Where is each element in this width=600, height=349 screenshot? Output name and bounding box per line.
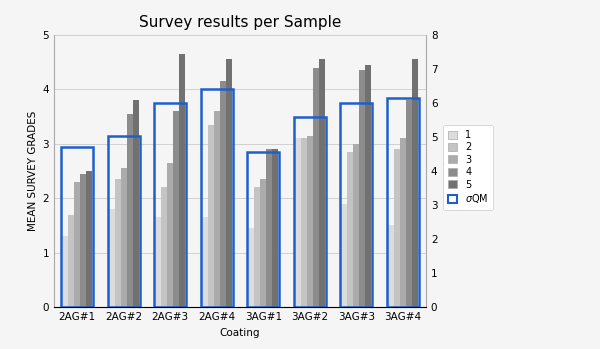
Bar [68,215,74,307]
Bar [347,152,353,307]
Bar [173,111,179,307]
Bar [202,217,208,307]
Bar [301,138,307,307]
Bar [226,59,232,307]
Bar [406,100,412,307]
Bar [313,68,319,307]
Bar [133,100,139,307]
Bar [127,114,133,307]
Bar [295,138,301,307]
Bar [307,136,313,307]
Bar [74,182,80,307]
Bar [121,168,127,307]
Bar [62,236,68,307]
Y-axis label: MEAN SURVEY GRADES: MEAN SURVEY GRADES [28,111,38,231]
Bar [167,163,173,307]
Bar [108,136,140,307]
Bar [155,217,161,307]
Bar [387,97,419,307]
Bar [412,59,418,307]
Bar [61,147,93,307]
Y-axis label: $\sigma_{QM2000}$: $\sigma_{QM2000}$ [438,152,451,190]
Bar [341,204,347,307]
Bar [161,187,167,307]
Bar [272,149,278,307]
Bar [340,103,372,307]
Bar [115,179,121,307]
Bar [208,125,214,307]
Bar [214,111,220,307]
Bar [254,187,260,307]
Bar [154,103,186,307]
Bar [248,228,254,307]
Bar [388,225,394,307]
Bar [247,152,279,307]
Bar [80,174,86,307]
Legend: 1, 2, 3, 4, 5, $\sigma$QM: 1, 2, 3, 4, 5, $\sigma$QM [443,125,493,210]
Bar [359,70,365,307]
Bar [86,171,92,307]
Bar [400,138,406,307]
Bar [294,117,326,307]
Bar [109,209,115,307]
Bar [394,149,400,307]
Bar [353,144,359,307]
Bar [365,65,371,307]
X-axis label: Coating: Coating [220,328,260,337]
Title: Survey results per Sample: Survey results per Sample [139,15,341,30]
Bar [260,179,266,307]
Bar [266,149,272,307]
Bar [179,54,185,307]
Bar [220,81,226,307]
Bar [319,59,325,307]
Bar [201,89,233,307]
